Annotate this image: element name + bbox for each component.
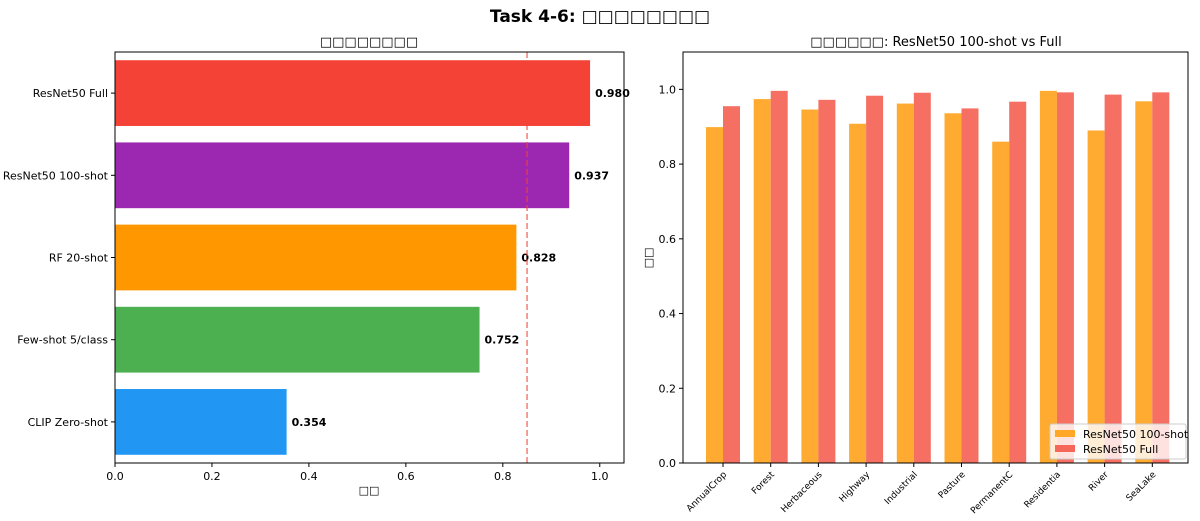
bar-herbaceous-100shot: [801, 109, 819, 463]
data-label: 0.937: [574, 169, 609, 182]
bar-pasture-100shot: [944, 113, 962, 463]
x-tick-label: Forest: [750, 470, 777, 497]
data-label: 0.752: [485, 334, 520, 347]
bar-highway-100shot: [849, 123, 867, 463]
left-x-axis-label: □□: [359, 484, 380, 497]
bar-herbaceous-full: [818, 99, 836, 464]
plot-frame: [114, 51, 625, 464]
bar-highway-full: [866, 95, 884, 463]
x-tick-label: AnnualCrop: [685, 470, 729, 514]
x-tick-label: 0.4: [300, 470, 318, 483]
x-tick-label: Industrial: [883, 470, 920, 507]
y-tick-label: Few-shot 5/class: [17, 334, 108, 347]
bar-river-100shot: [1087, 130, 1105, 464]
right-chart-title: □□□□□□: ResNet50 100-shot vs Full: [810, 35, 1061, 50]
y-tick-label: 1.0: [659, 83, 677, 96]
x-tick-label: Pasture: [937, 470, 968, 501]
legend: ResNet50 100-shot ResNet50 Full: [1049, 423, 1189, 460]
y-tick-label: RF 20-shot: [49, 252, 109, 265]
figure-title: Task 4-6: □□□□□□□□: [490, 7, 710, 27]
x-tick-label: Highway: [838, 470, 873, 505]
legend-swatch: [1055, 430, 1075, 437]
legend-swatch: [1055, 445, 1075, 452]
y-tick-label: 0.4: [659, 308, 677, 321]
x-tick-label: River: [1087, 470, 1111, 494]
bar-sealake-100shot: [1135, 101, 1153, 463]
y-tick-label: 0.2: [659, 382, 677, 395]
x-tick-label: 0.6: [397, 470, 415, 483]
bar-rf-20-shot: [115, 224, 517, 291]
right-y-axis-label: □□: [642, 248, 655, 269]
bar-industrial-full: [913, 92, 931, 463]
data-label: 0.980: [595, 87, 630, 100]
bar-resnet50-full: [115, 60, 591, 126]
legend-label: ResNet50 100-shot: [1083, 428, 1189, 441]
legend-label: ResNet50 Full: [1083, 443, 1158, 456]
bar-residentia-full: [1056, 92, 1074, 464]
bar-annualcrop-full: [723, 106, 740, 463]
y-tick-label: 0.8: [659, 158, 677, 171]
y-tick-label: 0.6: [659, 233, 677, 246]
x-tick-label: Herbaceous: [780, 470, 825, 515]
bar-pasture-full: [961, 108, 979, 463]
y-tick-label: CLIP Zero-shot: [28, 416, 109, 429]
left-chart-title: □□□□□□□□: [320, 35, 418, 50]
bar-permanentc-100shot: [992, 141, 1010, 463]
y-tick-label: ResNet50 100-shot: [3, 169, 109, 182]
bar-forest-full: [770, 90, 788, 463]
x-tick-label: Residentia: [1023, 470, 1063, 510]
bar-forest-100shot: [753, 99, 771, 463]
y-tick-label: 0.0: [659, 457, 677, 470]
x-tick-label: 0.8: [494, 470, 512, 483]
x-tick-label: 0.0: [106, 470, 124, 483]
plot-frame: [682, 51, 1189, 464]
bar-annualcrop-100shot: [706, 127, 723, 464]
x-tick-label: 0.2: [203, 470, 221, 483]
bar-sealake-full: [1152, 92, 1170, 464]
bar-clip-zero-shot: [115, 389, 287, 455]
x-tick-label: SeaLake: [1125, 470, 1159, 504]
legend-box: [1049, 423, 1187, 460]
bar-residentia-100shot: [1039, 90, 1057, 463]
x-tick-label: 1.0: [591, 470, 609, 483]
y-tick-label: ResNet50 Full: [33, 87, 108, 100]
x-tick-label: PermanentC: [969, 470, 1015, 516]
data-label: 0.354: [292, 416, 327, 429]
bar-resnet50-100-shot: [115, 142, 570, 209]
bar-industrial-100shot: [896, 103, 914, 463]
bar-few-shot-5-class: [115, 306, 480, 373]
bar-permanentc-full: [1009, 101, 1027, 463]
data-label: 0.828: [521, 252, 556, 265]
bar-river-full: [1104, 94, 1122, 463]
